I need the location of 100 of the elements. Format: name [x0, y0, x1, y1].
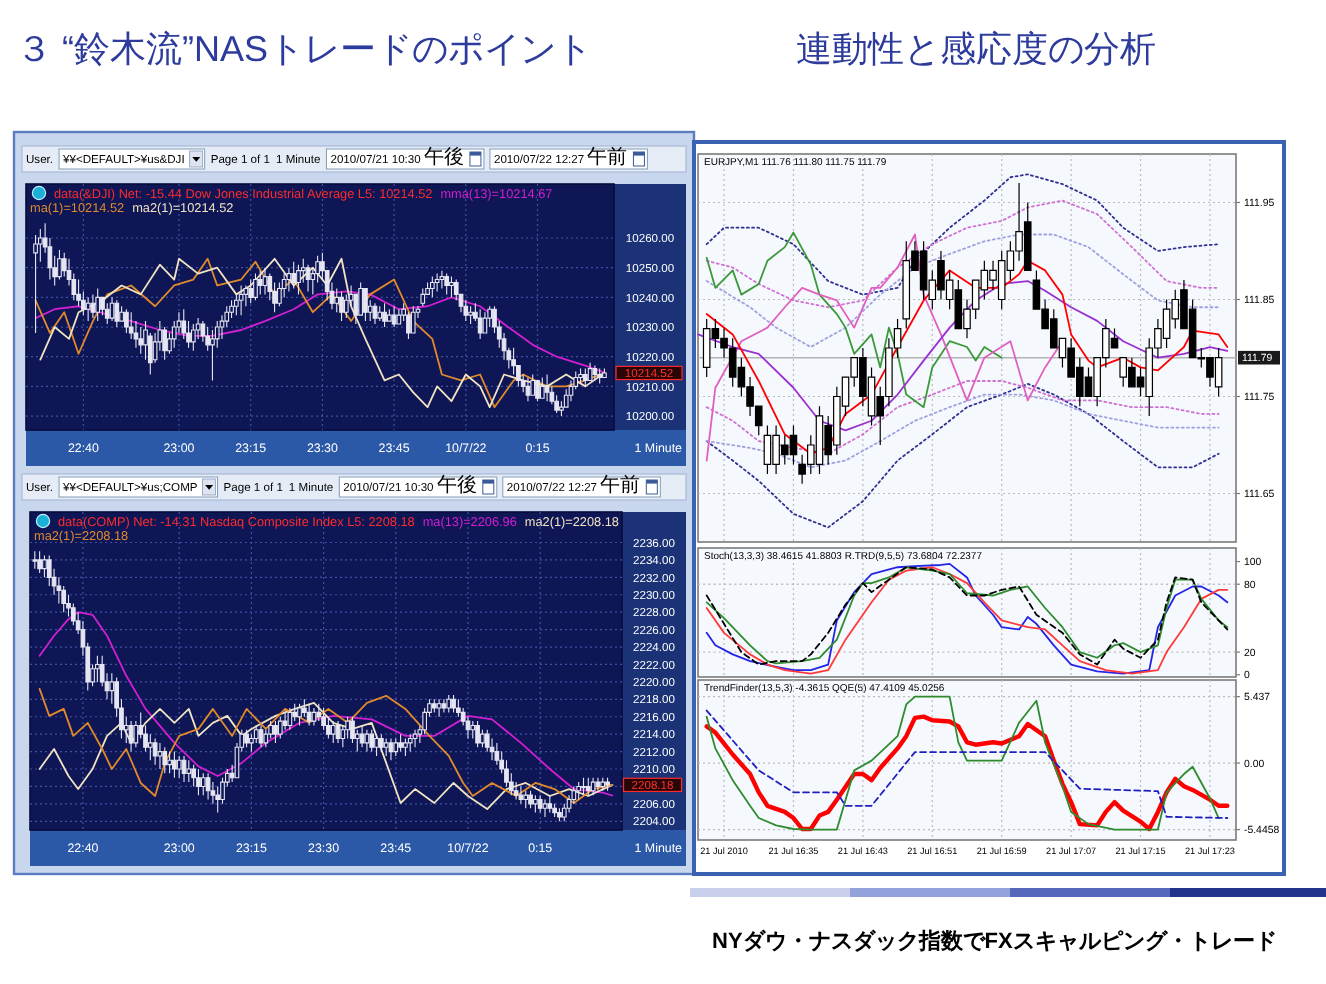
candlestick: [484, 729, 490, 753]
candlestick: [815, 405, 824, 475]
candlestick: [383, 737, 389, 757]
candlestick: [210, 329, 215, 381]
candlestick: [133, 720, 139, 748]
candlestick: [114, 299, 120, 328]
candlestick: [306, 703, 312, 727]
candlestick: [406, 311, 411, 340]
candlestick: [434, 273, 440, 292]
candlestick: [523, 790, 529, 809]
candlestick: [475, 720, 480, 748]
candlestick: [70, 602, 76, 626]
candlestick: [172, 751, 177, 779]
candlestick: [595, 777, 601, 792]
candlestick: [273, 720, 278, 744]
candlestick: [554, 394, 559, 414]
candlestick: [152, 737, 158, 766]
candlestick: [571, 785, 577, 805]
candlestick: [200, 320, 206, 343]
candlestick: [470, 720, 476, 740]
candlestick: [350, 716, 355, 744]
candlestick: [340, 724, 346, 748]
candlestick: [566, 794, 572, 814]
candlestick: [407, 733, 413, 753]
candlestick: [220, 777, 225, 805]
candlestick: [489, 737, 495, 761]
candlestick: [702, 318, 711, 378]
candlestick: [364, 729, 370, 753]
candlestick: [420, 287, 426, 307]
candlestick: [568, 379, 574, 402]
candlestick: [547, 794, 553, 814]
candlestick: [422, 707, 428, 735]
candlestick: [403, 737, 408, 757]
candlestick: [263, 729, 269, 748]
candlestick: [578, 368, 583, 384]
candlestick: [229, 299, 234, 319]
candlestick: [205, 772, 211, 801]
candlestick: [582, 368, 588, 387]
candlestick: [528, 790, 533, 809]
candlestick: [42, 555, 47, 578]
candlestick: [358, 281, 363, 316]
candlestick: [465, 716, 471, 740]
candlestick: [494, 742, 500, 766]
candlestick: [441, 698, 447, 713]
candlestick: [133, 320, 139, 349]
line-series: [705, 380, 1220, 455]
candlestick: [535, 379, 540, 402]
candlestick: [504, 759, 509, 787]
candlestick: [343, 293, 349, 319]
candlestick: [138, 326, 144, 355]
candlestick: [587, 362, 593, 381]
candlestick: [533, 794, 538, 814]
candlestick: [520, 373, 526, 393]
candlestick: [291, 261, 297, 290]
candlestick: [321, 707, 326, 731]
candlestick: [763, 425, 772, 475]
candlestick: [463, 299, 469, 322]
candlestick: [311, 707, 317, 727]
candlestick: [147, 733, 153, 761]
candlestick: [359, 724, 365, 748]
candlestick: [95, 287, 101, 322]
line-series: [38, 701, 614, 810]
candlestick: [253, 724, 259, 744]
candlestick: [456, 698, 461, 718]
candlestick: [191, 764, 196, 787]
candlestick: [605, 777, 610, 792]
candlestick: [451, 694, 456, 713]
candlestick: [287, 707, 293, 731]
candlestick: [277, 716, 283, 740]
candlestick: [449, 276, 454, 298]
candlestick: [262, 267, 268, 295]
candlestick: [244, 729, 249, 748]
candlestick: [446, 694, 452, 713]
candlestick: [1214, 347, 1223, 398]
candlestick: [243, 284, 249, 307]
candlestick: [257, 270, 263, 295]
candlestick: [345, 716, 351, 740]
candlestick: [537, 794, 543, 814]
candlestick: [190, 323, 196, 352]
candlestick: [576, 781, 582, 801]
candlestick: [539, 376, 545, 399]
candlestick: [398, 733, 403, 753]
candlestick: [249, 733, 254, 753]
candlestick: [330, 720, 336, 744]
candlestick: [477, 308, 483, 340]
candlestick: [100, 296, 105, 316]
candlestick: [238, 284, 244, 316]
candlestick: [200, 772, 206, 796]
candlestick: [363, 287, 368, 322]
candlestick: [281, 273, 287, 298]
candlestick: [181, 755, 187, 783]
candlestick: [378, 733, 384, 753]
candlestick: [157, 742, 163, 770]
candlestick: [171, 320, 177, 349]
candlestick: [286, 267, 292, 292]
candlestick: [167, 751, 172, 774]
candlestick: [544, 373, 550, 402]
line-series: [705, 233, 1220, 348]
candlestick: [386, 308, 392, 322]
candlestick: [316, 703, 322, 722]
